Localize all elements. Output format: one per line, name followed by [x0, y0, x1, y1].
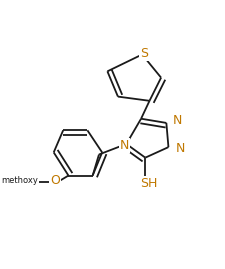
Text: O: O [50, 174, 59, 187]
Text: N: N [119, 139, 128, 151]
Text: S: S [139, 47, 147, 60]
Text: SH: SH [139, 177, 156, 190]
Text: N: N [175, 142, 184, 155]
Text: N: N [173, 114, 182, 127]
Text: methoxy: methoxy [2, 176, 38, 185]
